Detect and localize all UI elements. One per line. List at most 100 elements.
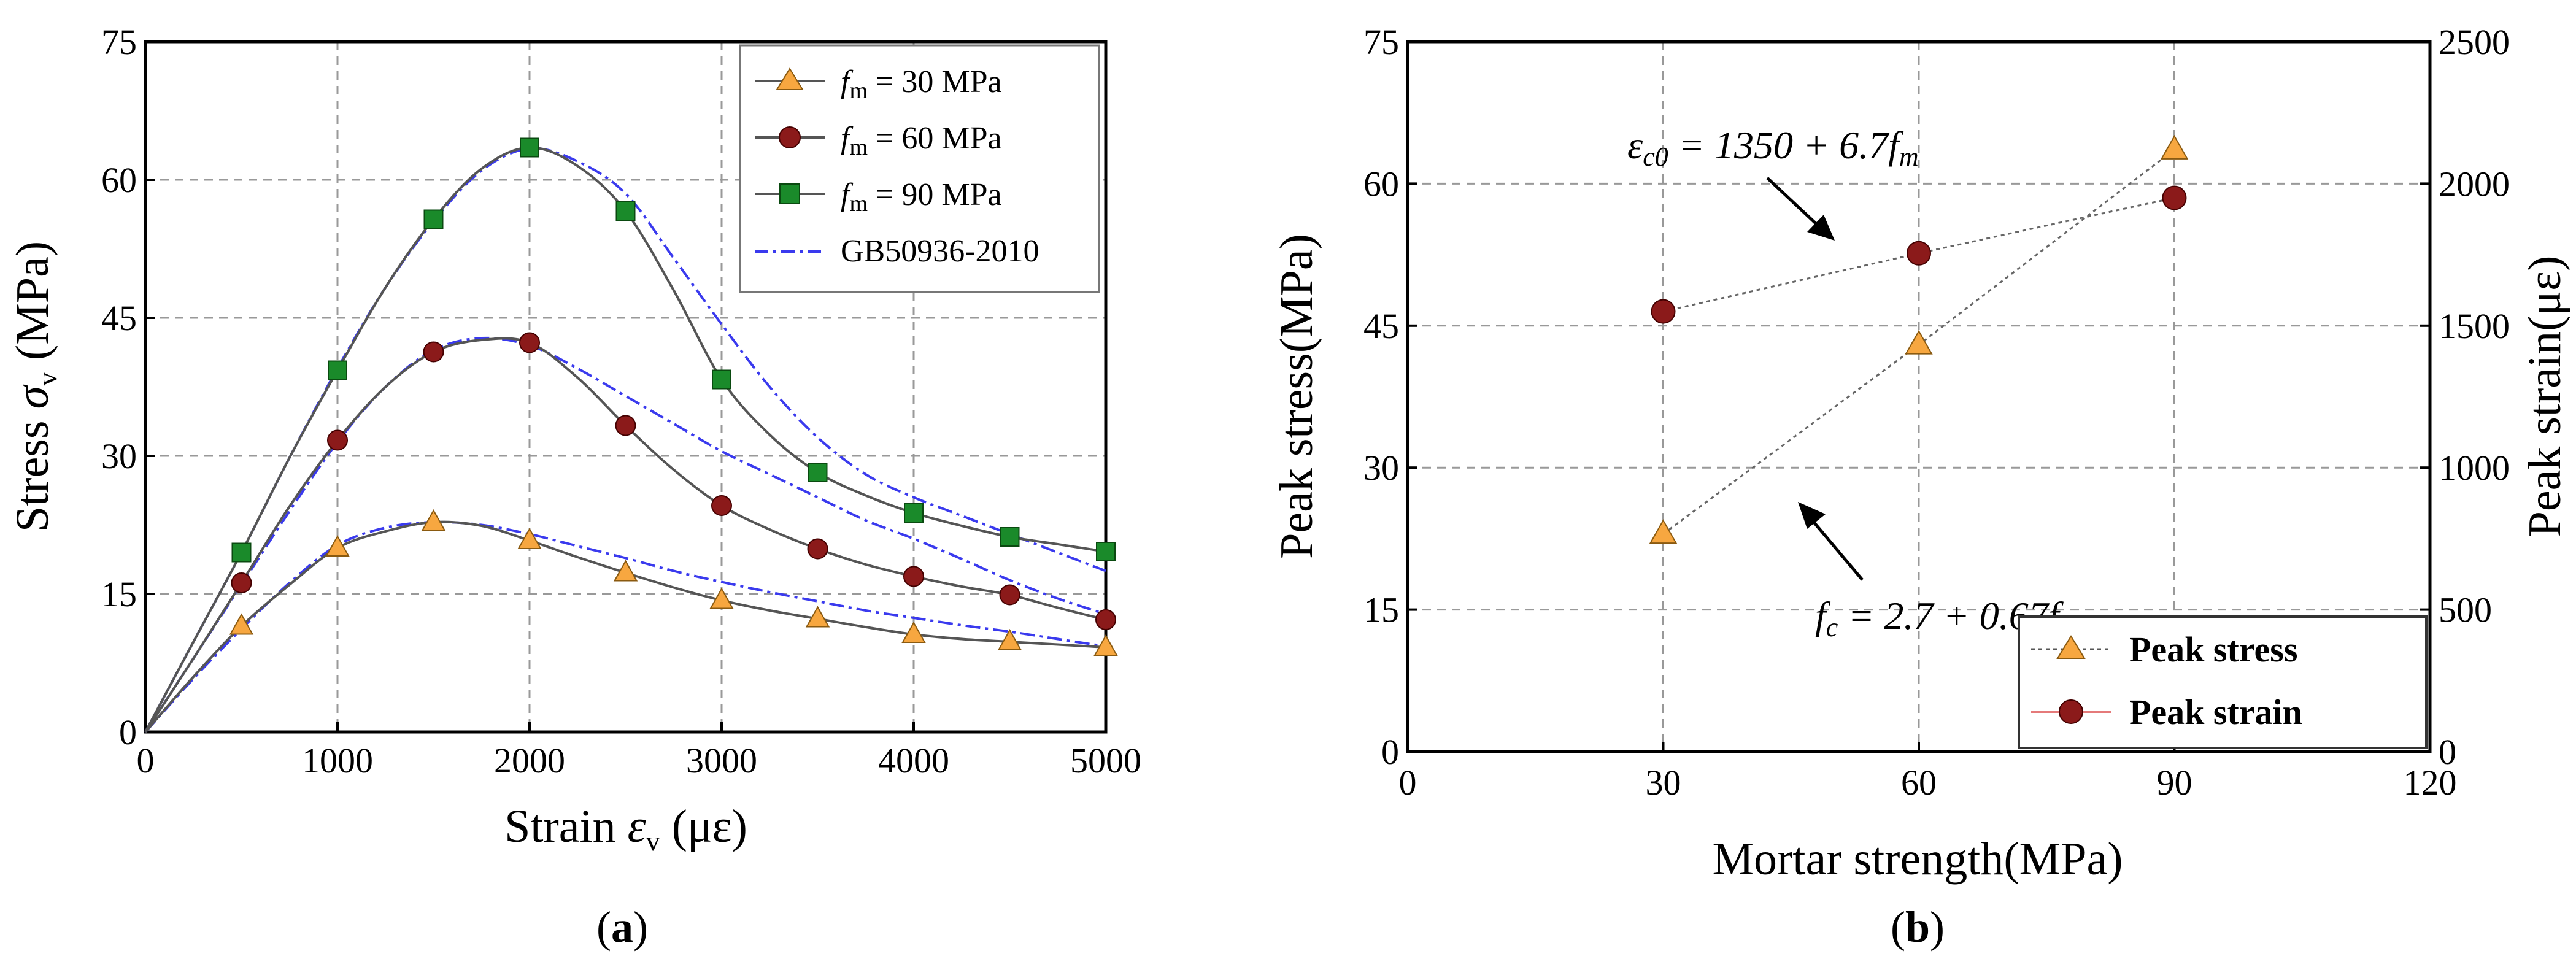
data-point-s2-0 (231, 542, 252, 563)
annot-stress-lhs-sub: c (1826, 612, 1838, 642)
legend-marker-circle (779, 126, 801, 148)
legend-fm30-rest: = 30 MPa (868, 64, 1002, 99)
data-point-s1-1 (327, 429, 348, 451)
a-xtick-label: 5000 (1070, 741, 1141, 780)
a-ytick-label: 30 (101, 436, 137, 476)
svg-text:fm = 30 MPa: fm = 30 MPa (841, 64, 1002, 104)
annotation-strain-equation: εc0 = 1350 + 6.7fm (1627, 123, 1919, 172)
data-point-s1-5 (711, 495, 732, 516)
a-ytick-label: 75 (101, 22, 137, 62)
data-point-s0-2 (421, 509, 446, 531)
data-point-s1-9 (1095, 609, 1116, 630)
annotation-stress-arrowhead (1798, 502, 1826, 529)
b-ytick-right-label: 0 (2439, 732, 2456, 772)
a-xtick-label: 3000 (686, 741, 757, 780)
legend-marker-circle-b (2059, 699, 2083, 724)
a-ytick-label: 60 (101, 160, 137, 200)
legend-marker-square (779, 183, 800, 204)
chart-a-ylabel-text: Stress (7, 421, 58, 533)
svg-text:εc0 = 1350 + 6.7fm: εc0 = 1350 + 6.7fm (1627, 123, 1919, 172)
data-point-s1-7 (903, 566, 924, 587)
legend-peak-strain-text: Peak strain (2129, 692, 2302, 732)
legend-entry-fm90: fm = 90 MPa (755, 177, 1002, 217)
legend-gb-text: GB50936-2010 (841, 234, 1039, 269)
chart-a-xlabel-sub: v (646, 825, 660, 857)
chart-a-legend: fm = 30 MPa fm = 60 MPa fm = 90 MPa GB50… (739, 44, 1100, 293)
legend-fm90-rest: = 90 MPa (868, 177, 1002, 212)
annotation-strain-arrowhead (1807, 215, 1835, 241)
b-ytick-left-label: 75 (1363, 22, 1399, 62)
data-point-s0-5 (709, 587, 734, 609)
b-ytick-left-label: 0 (1381, 732, 1399, 772)
chart-a: 0 1000 2000 3000 4000 5000 0 15 30 45 60 75 Strain … (7, 22, 1141, 952)
a-ytick-label: 45 (101, 298, 137, 338)
chart-a-ylabel-sub: v (31, 372, 63, 386)
data-point-s2-7 (904, 503, 924, 523)
legend-entry-fm30: fm = 30 MPa (755, 64, 1002, 104)
gb50936-curve-0 (144, 520, 1106, 733)
b-data-point-s1-0 (1651, 299, 1676, 324)
legend-peak-stress-text: Peak stress (2129, 630, 2297, 669)
b-xtick-label: 90 (2157, 763, 2192, 803)
a-xtick-label: 2000 (494, 741, 565, 780)
data-point-s2-1 (328, 360, 347, 380)
legend-marker-triangle-b (2056, 635, 2086, 659)
chart-a-ticks: 0 1000 2000 3000 4000 5000 0 15 30 45 60 75 (101, 22, 1141, 780)
chart-a-xlabel-symbol: ε (628, 801, 646, 852)
chart-b-legend: Peak stress Peak strain (2018, 615, 2428, 749)
annotation-stress-arrow (1812, 520, 1864, 581)
data-point-s0-0 (229, 613, 254, 635)
chart-b-x-axis-label: Mortar strength(MPa) (1712, 833, 2123, 885)
legend-fm60-sub: m (849, 134, 868, 160)
b-data-point-s0-0 (1649, 519, 1678, 544)
legend-marker-triangle (776, 67, 804, 90)
data-point-s1-8 (999, 584, 1020, 606)
b-data-point-s1-2 (2162, 185, 2187, 210)
annot-stress-rhs: = 2.7 + 0.67 (1838, 594, 2050, 637)
chart-b-ticks: 0 30 60 90 120015304560750500100015002000250… (1363, 22, 2510, 803)
legend-fm60-rest: = 60 MPa (868, 121, 1002, 156)
annot-strain-lhs: ε (1627, 123, 1643, 167)
annot-strain-var-sub: m (1899, 142, 1919, 172)
chart-b-legend-box (2018, 615, 2428, 749)
legend-entry-gb: GB50936-2010 (755, 234, 1039, 269)
b-ytick-left-label: 15 (1363, 590, 1399, 630)
chart-a-xlabel-text: Strain (504, 801, 616, 852)
data-point-s2-6 (808, 463, 828, 482)
data-point-s2-5 (712, 369, 731, 390)
chart-a-plot-frame (144, 40, 1108, 734)
b-xtick-label: 0 (1399, 763, 1417, 803)
chart-b: 0 30 60 90 120015304560750500100015002000250… (1271, 22, 2570, 952)
b-xtick-label: 30 (1646, 763, 1681, 803)
chart-a-ylabel-unit: (MPa) (7, 241, 58, 360)
data-point-s2-9 (1096, 542, 1116, 561)
series-curve-0 (144, 520, 1106, 733)
b-xtick-label: 60 (1901, 763, 1937, 803)
a-xtick-label: 1000 (302, 741, 373, 780)
b-ytick-left-label: 60 (1363, 164, 1399, 204)
data-point-s1-6 (807, 538, 828, 560)
b-ytick-left-label: 45 (1363, 306, 1399, 346)
b-ytick-right-label: 500 (2439, 590, 2492, 630)
annot-strain-rhs: = 1350 + 6.7 (1668, 123, 1890, 167)
b-series-line-1 (1663, 197, 2175, 313)
data-point-s1-2 (423, 341, 444, 363)
a-ytick-label: 0 (119, 712, 137, 752)
data-point-s0-3 (517, 527, 542, 549)
chart-a-panel-label: (a) (596, 903, 648, 952)
annotation-strain-arrow (1766, 177, 1818, 225)
legend-fm90-sub: m (849, 191, 868, 217)
legend-entry-peak-strain: Peak strain (2031, 692, 2302, 732)
a-ytick-label: 15 (101, 574, 137, 614)
b-data-point-s0-2 (2160, 134, 2189, 160)
legend-entry-peak-stress: Peak stress (2031, 630, 2297, 669)
data-point-s0-8 (997, 628, 1022, 650)
chart-a-series (144, 137, 1118, 733)
data-point-s0-7 (901, 621, 926, 643)
legend-fm30-sub: m (849, 78, 868, 104)
b-ytick-right-label: 1000 (2439, 448, 2510, 488)
data-point-s0-9 (1093, 634, 1118, 656)
b-ytick-right-label: 1500 (2439, 306, 2510, 346)
data-point-s2-2 (423, 209, 444, 229)
